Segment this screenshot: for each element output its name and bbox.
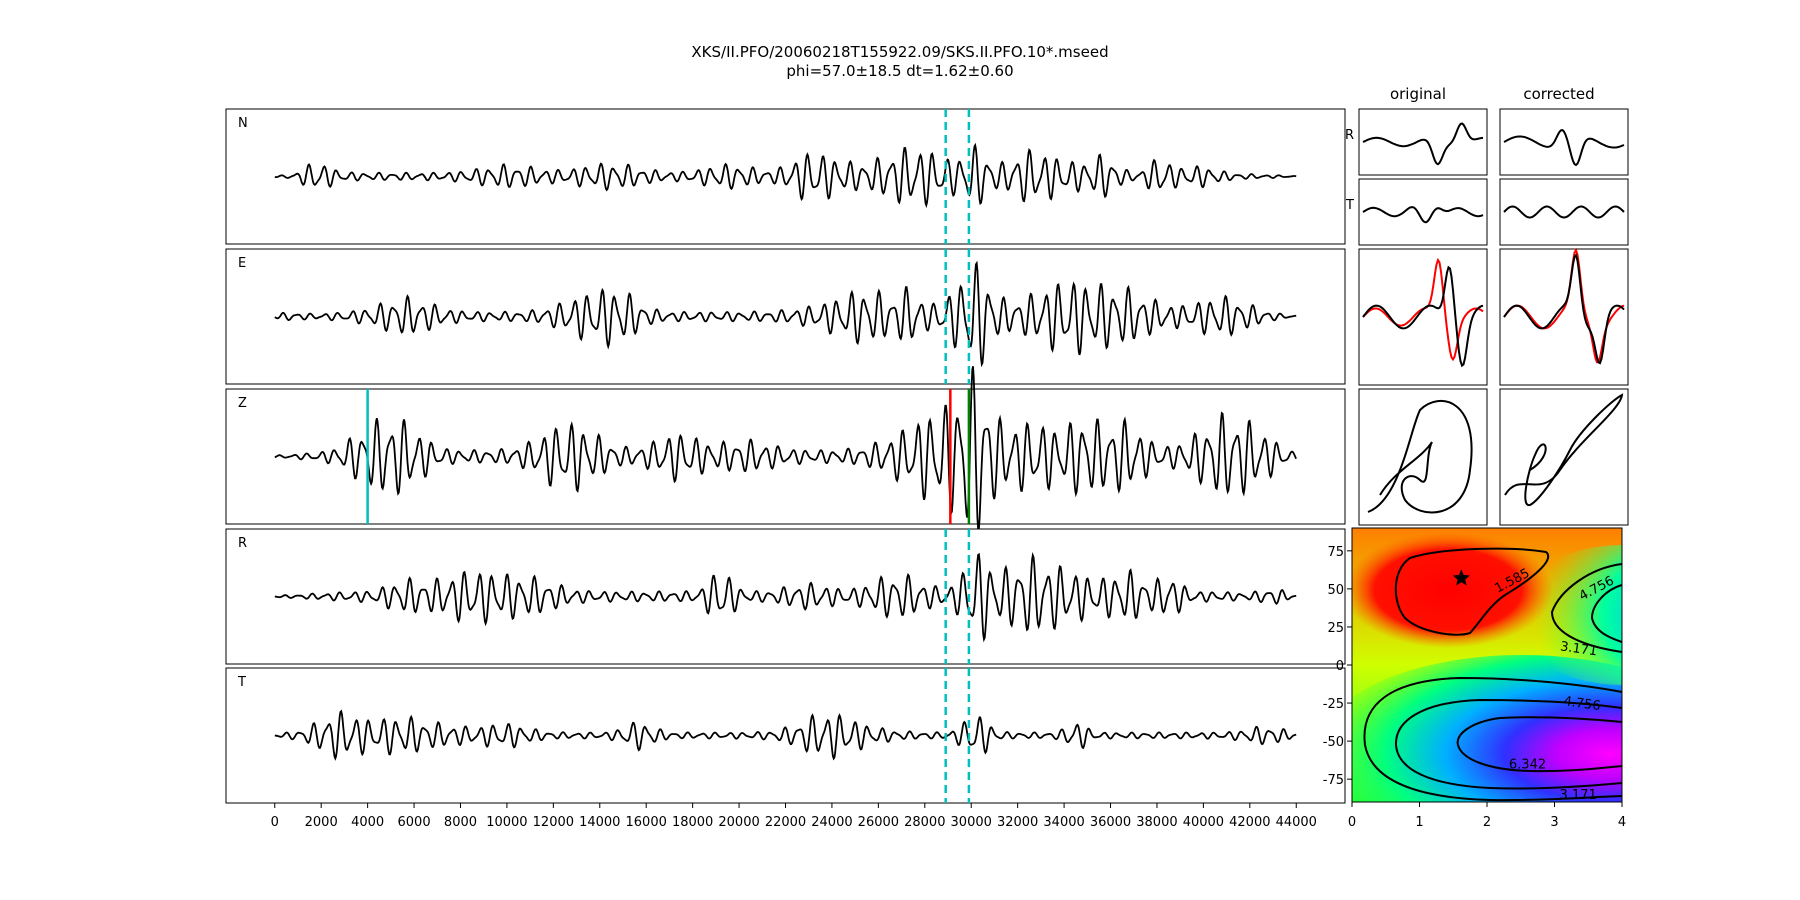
x-tick-label-16: 32000 xyxy=(997,815,1038,830)
small-panel-1-3 xyxy=(1499,388,1629,526)
x-tick-label-21: 42000 xyxy=(1229,815,1270,830)
x-tick-label-1: 2000 xyxy=(305,815,338,830)
contour-3171-top xyxy=(1550,563,1622,653)
panel-z-frame xyxy=(225,388,1346,525)
heatmap-x-tick-label-3: 3 xyxy=(1550,815,1558,830)
heatmap-y-tick-label-0: 75 xyxy=(1327,545,1344,560)
x-tick-label-9: 18000 xyxy=(672,815,713,830)
panel-label-z: Z xyxy=(238,396,247,411)
panel-label-n: N xyxy=(238,116,248,131)
small-row-label-0: R xyxy=(1345,128,1354,143)
trace-n xyxy=(274,142,1297,209)
x-tick-label-2: 4000 xyxy=(351,815,384,830)
x-tick-label-17: 34000 xyxy=(1043,815,1084,830)
figure-title-line2: phi=57.0±18.5 dt=1.62±0.60 xyxy=(786,62,1013,80)
contour-label-4: 6.342 xyxy=(1509,758,1546,773)
corr-t-wave xyxy=(1503,205,1625,219)
x-tick-label-11: 22000 xyxy=(765,815,806,830)
x-tick-label-5: 10000 xyxy=(486,815,527,830)
panel-t-frame xyxy=(225,667,1346,804)
panel-r-frame xyxy=(225,528,1346,665)
component-panels: N E Z R T 0 2000 4000 6000 8000 10000 12000 14000 160… xyxy=(225,108,1346,830)
x-tick-label-3: 6000 xyxy=(398,815,431,830)
contour-3171-bottom xyxy=(1363,676,1622,802)
panel-label-r: R xyxy=(238,536,247,551)
heatmap-bottom-region xyxy=(1352,655,1622,802)
contour-1585 xyxy=(1394,547,1550,636)
small-panels: RT xyxy=(1345,108,1629,526)
heatmap-x-tick-label-0: 0 xyxy=(1348,815,1356,830)
x-tick-label-13: 26000 xyxy=(858,815,899,830)
small-row-label-1: T xyxy=(1345,198,1354,213)
contour-label-3: 4.756 xyxy=(1563,694,1602,714)
small-panel-0-0 xyxy=(1358,108,1488,176)
heatmap-min-region xyxy=(1352,532,1553,648)
heatmap-x-tick-label-4: 4 xyxy=(1618,815,1626,830)
x-tick-label-6: 12000 xyxy=(533,815,574,830)
corr-r-wave xyxy=(1503,129,1625,167)
small-panel-1-0 xyxy=(1499,108,1629,176)
orig-e-black xyxy=(1362,265,1484,368)
small-panel-1-1 xyxy=(1499,178,1629,246)
x-tick-label-12: 24000 xyxy=(811,815,852,830)
x-tick-label-22: 44000 xyxy=(1276,815,1317,830)
x-tick-label-19: 38000 xyxy=(1136,815,1177,830)
x-tick-label-10: 20000 xyxy=(718,815,759,830)
orig-particle-motion xyxy=(1367,400,1473,514)
trace-e xyxy=(274,260,1297,368)
x-tick-label-7: 14000 xyxy=(579,815,620,830)
orig-t-wave xyxy=(1362,206,1484,224)
contour-label-5: 3.171 xyxy=(1560,788,1597,803)
x-tick-label-0: 0 xyxy=(271,815,279,830)
contour-6342 xyxy=(1456,716,1622,773)
contour-label-2: 3.171 xyxy=(1559,639,1598,659)
small-panel-0-2 xyxy=(1358,248,1488,386)
column-title-corrected: corrected xyxy=(1523,85,1594,103)
panel-n-frame xyxy=(225,108,1346,245)
contour-4756-bottom xyxy=(1394,698,1622,790)
column-title-original: original xyxy=(1390,85,1446,103)
heatmap-y-tick-label-2: 25 xyxy=(1327,621,1344,636)
figure-title-line1: XKS/II.PFO/20060218T155922.09/SKS.II.PFO… xyxy=(691,43,1108,61)
best-fit-star xyxy=(1452,569,1470,586)
x-tick-label-14: 28000 xyxy=(904,815,945,830)
x-tick-label-8: 16000 xyxy=(626,815,667,830)
trace-r xyxy=(274,551,1297,643)
heatmap-x-tick-label-1: 1 xyxy=(1415,815,1423,830)
orig-r-wave xyxy=(1362,122,1484,166)
x-tick-label-20: 40000 xyxy=(1183,815,1224,830)
panel-label-e: E xyxy=(238,256,246,271)
panel-label-t: T xyxy=(237,675,246,690)
trace-z xyxy=(274,366,1297,531)
corr-particle-motion xyxy=(1504,393,1624,506)
heatmap-y-tick-label-6: -75 xyxy=(1323,773,1344,788)
heatmap-x-tick-label-2: 2 xyxy=(1483,815,1491,830)
trace-t xyxy=(274,709,1297,761)
heatmap-y-tick-label-5: -50 xyxy=(1323,735,1344,750)
x-tick-label-15: 30000 xyxy=(951,815,992,830)
heatmap-y-tick-label-4: -25 xyxy=(1323,697,1344,712)
small-panel-1-2 xyxy=(1499,248,1629,386)
x-tick-label-4: 8000 xyxy=(444,815,477,830)
contour-4756-top xyxy=(1590,584,1622,643)
x-tick-label-18: 36000 xyxy=(1090,815,1131,830)
heatmap-y-tick-label-1: 50 xyxy=(1327,583,1344,598)
small-panel-0-1 xyxy=(1358,178,1488,246)
corr-e-black xyxy=(1503,253,1625,365)
heatmap-y-tick-label-3: 0 xyxy=(1336,659,1344,674)
